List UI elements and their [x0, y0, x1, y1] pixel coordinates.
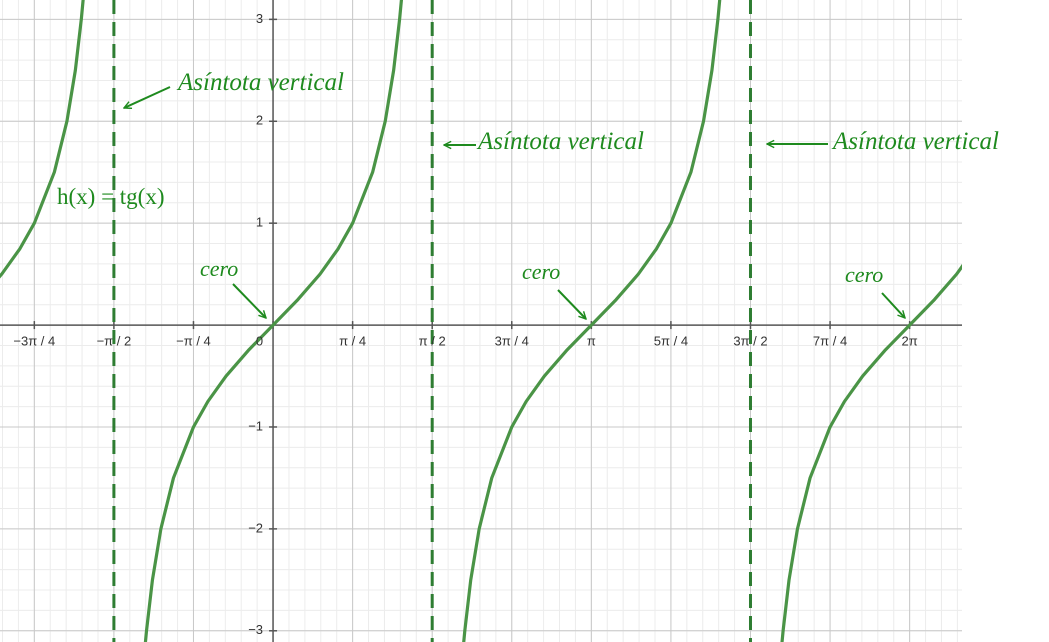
x-tick-label: −π / 4 — [176, 334, 211, 349]
x-tick-label: π / 4 — [339, 334, 366, 349]
y-tick-label: 2 — [256, 113, 263, 128]
annotation: Asíntota vertical — [176, 69, 344, 96]
annotation: Asíntota vertical — [831, 128, 999, 155]
annotations: Asíntota vertical Asíntota vertical Asín… — [57, 69, 999, 319]
x-tick-label: 7π / 4 — [813, 334, 847, 349]
x-tick-label: 3π / 2 — [733, 334, 767, 349]
arrow — [881, 292, 905, 318]
y-tick-label: −2 — [248, 520, 263, 535]
asymptotes — [112, 0, 752, 642]
tick-labels: −3π / 4 −π / 2 −π / 4 0 π / 4 π / 2 3π / 4 π 5π … — [13, 11, 917, 637]
tangent-curve — [0, 0, 962, 642]
x-tick-label: π / 2 — [419, 334, 446, 349]
x-tick-label: 0 — [256, 334, 263, 349]
annotation: cero — [200, 256, 238, 281]
x-tick-label: 5π / 4 — [654, 334, 688, 349]
x-tick-label: π — [587, 334, 596, 349]
major-grid — [0, 0, 962, 642]
annotation: cero — [845, 262, 883, 287]
plot-area — [0, 0, 962, 642]
x-tick-label: −π / 2 — [97, 334, 132, 349]
y-tick-label: 1 — [256, 215, 263, 230]
curve-group — [0, 0, 962, 642]
x-tick-label: 3π / 4 — [495, 334, 529, 349]
annotation: cero — [522, 259, 560, 284]
y-tick-label: −3 — [248, 622, 263, 637]
arrow — [232, 283, 266, 318]
arrow — [124, 86, 171, 108]
y-tick-label: 3 — [256, 11, 263, 26]
function-label: h(x) = tg(x) — [57, 184, 165, 209]
x-tick-label: −3π / 4 — [13, 334, 55, 349]
arrows — [124, 86, 905, 319]
arrow — [557, 289, 586, 319]
x-tick-label: 2π — [902, 334, 918, 349]
annotation: Asíntota vertical — [476, 128, 644, 155]
y-tick-label: −1 — [248, 418, 263, 433]
